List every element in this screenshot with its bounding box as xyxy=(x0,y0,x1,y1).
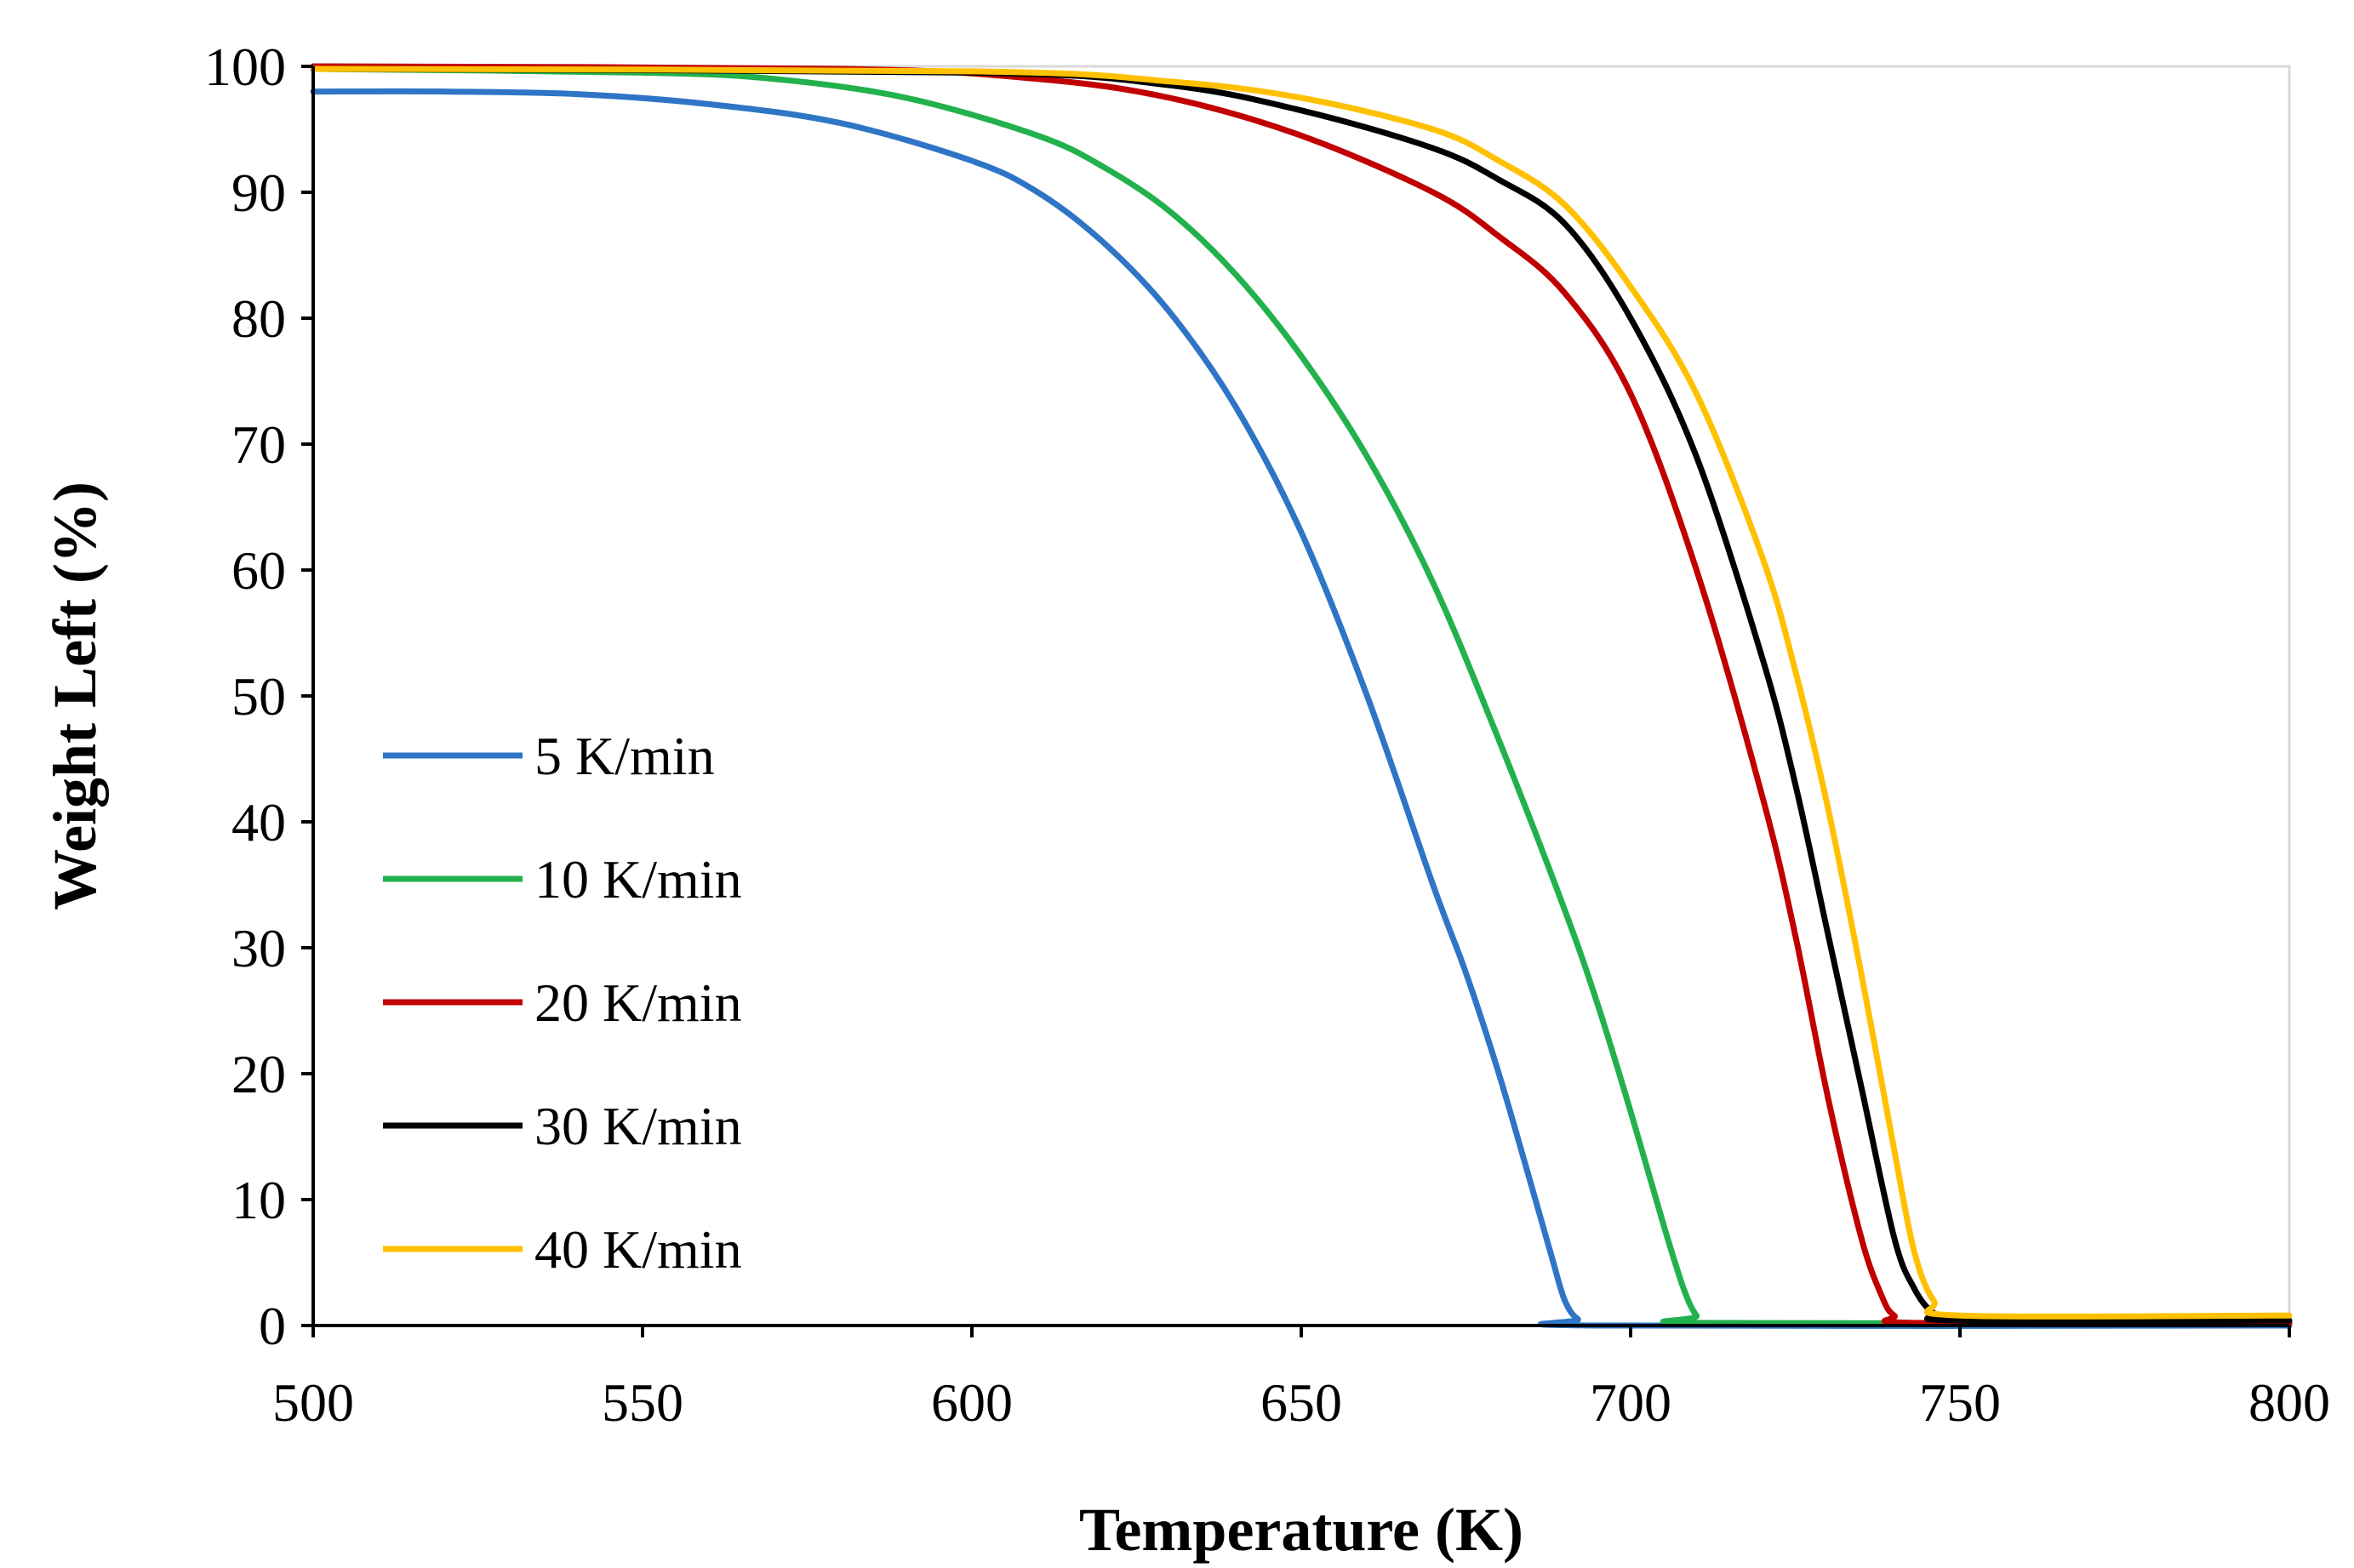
legend: 5 K/min 10 K/min 20 K/min 30 K/min 40 K/min xyxy=(383,726,742,1280)
y-tick-label: 40 xyxy=(231,792,286,852)
x-tick-label: 550 xyxy=(602,1372,683,1433)
y-axis-title: Weight Left (%) xyxy=(41,482,109,910)
y-tick-label: 20 xyxy=(231,1044,286,1104)
series-line-5 xyxy=(310,66,2293,1320)
y-tick-label: 30 xyxy=(231,918,286,978)
legend-label-1: 5 K/min xyxy=(534,726,715,786)
y-tick-label: 70 xyxy=(231,414,286,475)
x-tick-label: 750 xyxy=(1919,1372,2001,1433)
y-tick-label: 50 xyxy=(231,666,286,727)
series-line-3 xyxy=(310,63,2293,1327)
series-line-4 xyxy=(310,66,2293,1325)
y-tick-label: 10 xyxy=(231,1170,286,1230)
legend-label-3: 20 K/min xyxy=(534,972,742,1033)
series-layer xyxy=(310,63,2293,1330)
y-axis-ticks: 0 10 20 30 40 50 60 70 80 90 100 xyxy=(204,37,313,1356)
y-tick-label: 80 xyxy=(231,288,286,349)
legend-label-5: 40 K/min xyxy=(534,1219,742,1280)
x-tick-label: 500 xyxy=(272,1372,354,1433)
x-axis-ticks: 500 550 600 650 700 750 800 xyxy=(272,1326,2330,1433)
plot-area xyxy=(311,65,2291,1327)
series-line-2 xyxy=(310,66,2293,1327)
y-tick-label: 100 xyxy=(204,37,286,97)
y-tick-label: 0 xyxy=(259,1296,286,1356)
x-axis-title: Temperature (K) xyxy=(1079,1496,1523,1564)
y-tick-label: 90 xyxy=(231,163,286,223)
x-tick-label: 700 xyxy=(1590,1372,1671,1433)
legend-label-4: 30 K/min xyxy=(534,1096,742,1156)
x-tick-label: 600 xyxy=(931,1372,1013,1433)
legend-label-2: 10 K/min xyxy=(534,849,742,909)
x-tick-label: 800 xyxy=(2248,1372,2330,1433)
x-tick-label: 650 xyxy=(1260,1372,1342,1433)
series-line-1 xyxy=(310,88,2293,1330)
y-tick-label: 60 xyxy=(231,540,286,601)
